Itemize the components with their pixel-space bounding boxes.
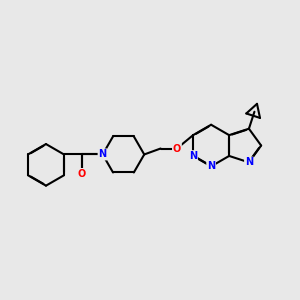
Text: N: N xyxy=(99,149,107,160)
Text: N: N xyxy=(207,161,215,171)
Text: O: O xyxy=(173,143,181,154)
Text: N: N xyxy=(99,149,107,160)
Text: O: O xyxy=(78,169,86,179)
Text: N: N xyxy=(189,151,197,161)
Text: N: N xyxy=(245,158,253,167)
